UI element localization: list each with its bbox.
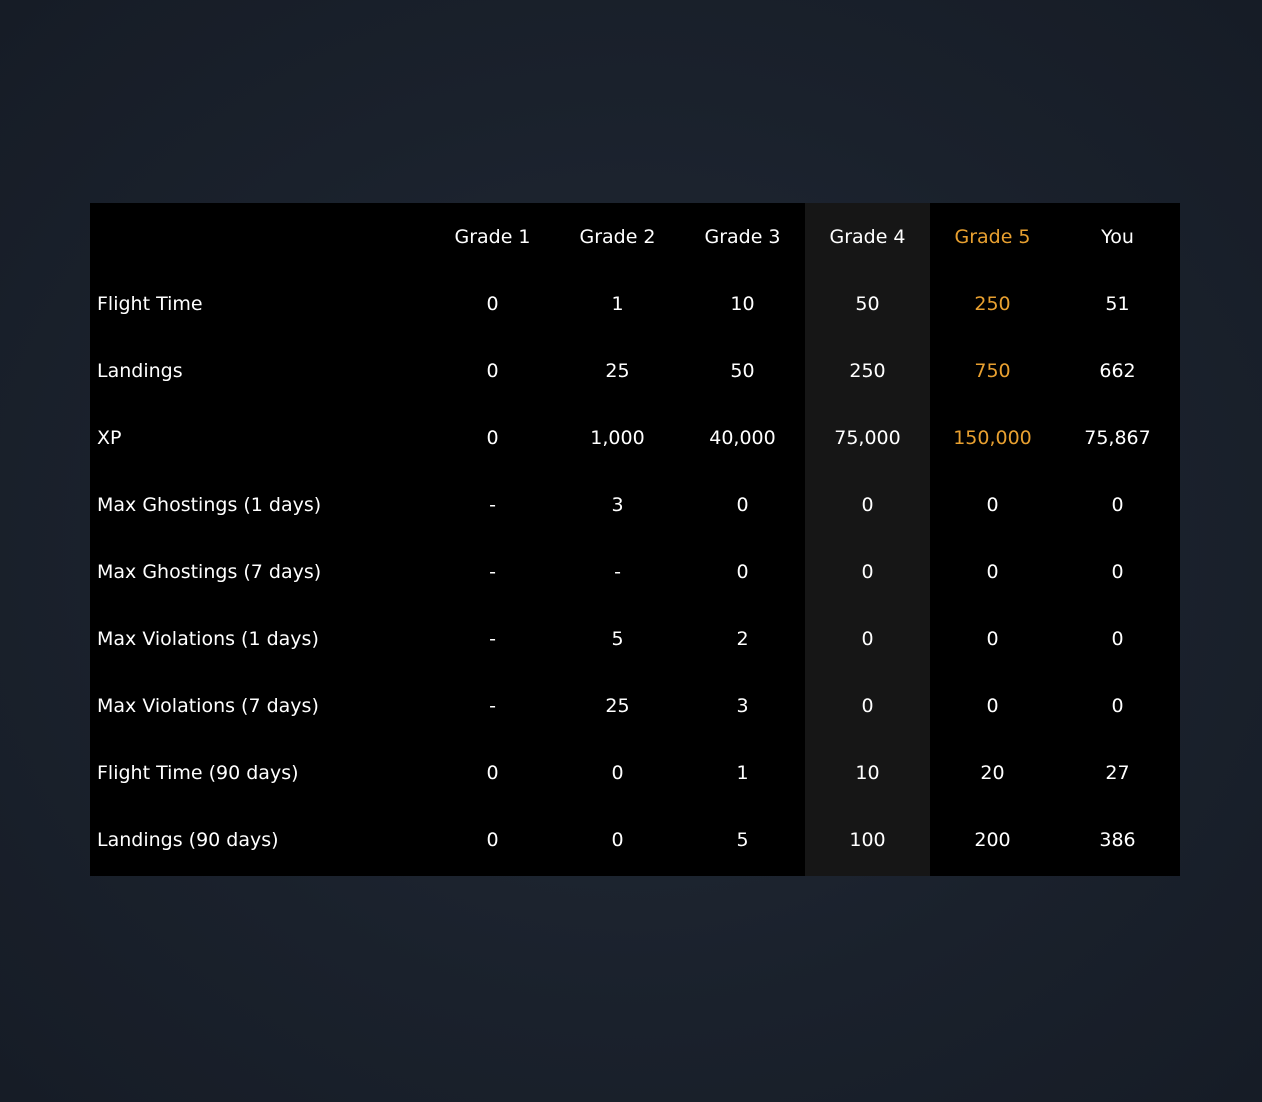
table-cell: 150,000 — [953, 426, 1032, 449]
table-cell: 0 — [861, 627, 874, 650]
table-row: XP 0 1,000 40,000 75,000 150,000 75,867 — [90, 404, 1180, 471]
table-cell: 750 — [974, 359, 1011, 382]
table-row: Max Ghostings (7 days) - - 0 0 0 0 — [90, 538, 1180, 605]
table-cell: 75,000 — [834, 426, 901, 449]
table-cell: 3 — [736, 694, 749, 717]
table-cell: - — [614, 560, 621, 583]
table-cell: 27 — [1105, 761, 1130, 784]
row-label: Max Violations (7 days) — [97, 694, 319, 717]
table-cell: - — [489, 627, 496, 650]
table-cell: 75,867 — [1084, 426, 1151, 449]
table-cell: 0 — [486, 828, 499, 851]
table-cell: 0 — [861, 493, 874, 516]
column-header-grade-3: Grade 3 — [704, 225, 781, 248]
table-cell: - — [489, 493, 496, 516]
table-cell: 0 — [1111, 560, 1124, 583]
table-cell: 2 — [736, 627, 749, 650]
row-label: Landings (90 days) — [97, 828, 279, 851]
table-cell: 386 — [1099, 828, 1136, 851]
table-cell: 0 — [1111, 493, 1124, 516]
table-cell: 25 — [605, 359, 630, 382]
table-cell: 5 — [611, 627, 624, 650]
table-row: Max Violations (1 days) - 5 2 0 0 0 — [90, 605, 1180, 672]
table-cell: 200 — [974, 828, 1011, 851]
table-cell: 0 — [986, 694, 999, 717]
table-cell: - — [489, 694, 496, 717]
row-label: Max Violations (1 days) — [97, 627, 319, 650]
table-cell: 0 — [986, 493, 999, 516]
table-cell: 40,000 — [709, 426, 776, 449]
row-label: Landings — [97, 359, 183, 382]
table-cell: 20 — [980, 761, 1005, 784]
table-cell: 50 — [855, 292, 880, 315]
table-row: Landings 0 25 50 250 750 662 — [90, 337, 1180, 404]
table-cell: 250 — [974, 292, 1011, 315]
table-row: Landings (90 days) 0 0 5 100 200 386 — [90, 806, 1180, 873]
table-cell: 3 — [611, 493, 624, 516]
column-header-grade-2: Grade 2 — [579, 225, 656, 248]
table-row: Flight Time (90 days) 0 0 1 10 20 27 — [90, 739, 1180, 806]
row-label: Max Ghostings (1 days) — [97, 493, 322, 516]
row-label: XP — [97, 426, 122, 449]
table-cell: 100 — [849, 828, 886, 851]
table-cell: 0 — [1111, 694, 1124, 717]
row-label: Max Ghostings (7 days) — [97, 560, 322, 583]
table-cell: 0 — [736, 560, 749, 583]
table-cell: 1 — [736, 761, 749, 784]
table-cell: 0 — [986, 560, 999, 583]
table-cell: 10 — [730, 292, 755, 315]
table-cell: 0 — [486, 761, 499, 784]
table-cell: 0 — [611, 828, 624, 851]
table-cell: 51 — [1105, 292, 1130, 315]
table-cell: 250 — [849, 359, 886, 382]
row-label: Flight Time (90 days) — [97, 761, 299, 784]
table-cell: 1 — [611, 292, 624, 315]
row-label: Flight Time — [97, 292, 203, 315]
table-cell: 0 — [736, 493, 749, 516]
table-cell: 0 — [861, 560, 874, 583]
table-cell: 5 — [736, 828, 749, 851]
table-cell: 0 — [486, 292, 499, 315]
table-row: Max Violations (7 days) - 25 3 0 0 0 — [90, 672, 1180, 739]
header-row: Grade 1 Grade 2 Grade 3 Grade 4 Grade 5 You — [90, 203, 1180, 270]
column-header-grade-1: Grade 1 — [454, 225, 531, 248]
table-cell: 0 — [486, 426, 499, 449]
grade-requirements-table: Grade 1 Grade 2 Grade 3 Grade 4 Grade 5 You F… — [90, 203, 1180, 876]
table-cell: 662 — [1099, 359, 1136, 382]
table-cell: 25 — [605, 694, 630, 717]
table-cell: 0 — [611, 761, 624, 784]
table-cell: 0 — [861, 694, 874, 717]
column-header-grade-4: Grade 4 — [829, 225, 906, 248]
table-cell: 10 — [855, 761, 880, 784]
table-cell: 0 — [986, 627, 999, 650]
grade-4-column-highlight — [805, 203, 930, 876]
column-header-you: You — [1101, 225, 1134, 248]
column-header-grade-5: Grade 5 — [954, 225, 1031, 248]
table-cell: 50 — [730, 359, 755, 382]
table-cell: 1,000 — [590, 426, 645, 449]
table-cell: 0 — [486, 359, 499, 382]
table-row: Flight Time 0 1 10 50 250 51 — [90, 270, 1180, 337]
table-cell: - — [489, 560, 496, 583]
table-row: Max Ghostings (1 days) - 3 0 0 0 0 — [90, 471, 1180, 538]
table-cell: 0 — [1111, 627, 1124, 650]
